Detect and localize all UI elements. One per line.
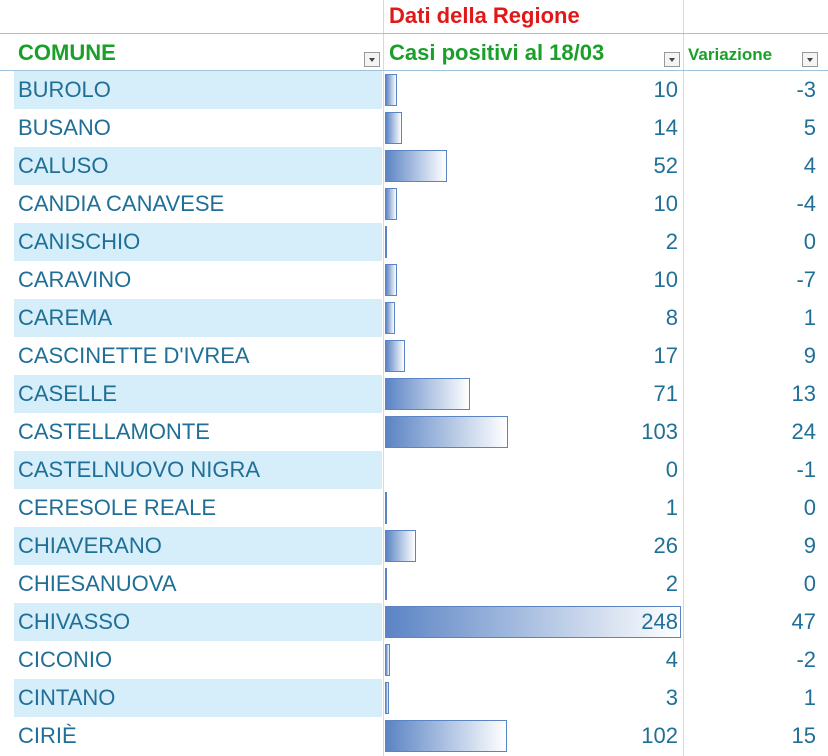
bar — [385, 264, 397, 296]
region-header: Dati della Regione — [389, 3, 580, 28]
cases-cell: 71 — [653, 381, 678, 406]
column-divider — [683, 0, 684, 756]
comune-cell: CASTELLAMONTE — [18, 419, 210, 444]
cases-cell: 8 — [665, 305, 678, 330]
cases-cell: 17 — [653, 343, 678, 368]
change-cell: -1 — [796, 457, 816, 482]
row-divider — [0, 33, 828, 34]
change-cell: -7 — [796, 267, 816, 292]
comune-cell: CHIAVERANO — [18, 533, 162, 558]
cases-cell: 1 — [665, 495, 678, 520]
comune-cell: CANDIA CANAVESE — [18, 191, 225, 216]
bar — [385, 416, 508, 448]
change-cell: 4 — [803, 153, 816, 178]
row-band — [14, 451, 382, 489]
change-cell: -3 — [796, 77, 816, 102]
column-header: Casi positivi al 18/03 — [389, 40, 605, 65]
row-band — [14, 375, 382, 413]
comune-cell: CASELLE — [18, 381, 118, 406]
change-cell: 5 — [803, 115, 816, 140]
cases-cell: 102 — [641, 723, 678, 748]
change-cell: 15 — [791, 723, 816, 748]
comune-cell: CICONIO — [18, 647, 113, 672]
cases-cell: 2 — [665, 229, 678, 254]
comune-cell: CIRIÈ — [18, 723, 77, 748]
change-cell: -4 — [796, 191, 816, 216]
change-cell: 0 — [803, 495, 816, 520]
bar — [385, 492, 387, 524]
comune-cell: CINTANO — [18, 685, 116, 710]
bar — [385, 644, 390, 676]
filter-button[interactable] — [802, 52, 818, 67]
comune-cell: CALUSO — [18, 153, 109, 178]
row-divider — [0, 70, 828, 71]
row-band — [14, 679, 382, 717]
bar — [385, 188, 397, 220]
change-cell: 9 — [803, 343, 816, 368]
cases-cell: 0 — [665, 457, 678, 482]
filter-button[interactable] — [364, 52, 380, 67]
comune-cell: CHIESANUOVA — [18, 571, 177, 596]
bar — [385, 74, 397, 106]
row-band — [14, 71, 382, 109]
change-cell: 0 — [803, 229, 816, 254]
row-band — [14, 223, 382, 261]
comune-cell: BUROLO — [18, 77, 111, 102]
cases-cell: 4 — [665, 647, 678, 672]
comune-cell: BUSANO — [18, 115, 111, 140]
row-band — [14, 527, 382, 565]
change-cell: 0 — [803, 571, 816, 596]
cases-cell: 52 — [653, 153, 678, 178]
bar — [385, 606, 681, 638]
bar — [385, 378, 470, 410]
bar — [385, 568, 388, 600]
bar — [385, 302, 395, 334]
cases-cell: 10 — [653, 77, 678, 102]
bar — [385, 150, 448, 182]
cases-cell: 10 — [653, 191, 678, 216]
row-band — [14, 299, 382, 337]
cases-cell: 10 — [653, 267, 678, 292]
comune-cell: CERESOLE REALE — [18, 495, 217, 520]
filter-button[interactable] — [664, 52, 680, 67]
change-cell: 47 — [791, 609, 816, 634]
bar — [385, 682, 389, 714]
bar — [385, 340, 406, 372]
bar — [385, 530, 417, 562]
change-cell: 24 — [791, 419, 816, 444]
change-cell: 9 — [803, 533, 816, 558]
comune-cell: CAREMA — [18, 305, 113, 330]
column-divider — [383, 0, 384, 756]
column-header: COMUNE — [18, 40, 116, 65]
row-band — [14, 147, 382, 185]
bar — [385, 112, 402, 144]
change-cell: -2 — [796, 647, 816, 672]
cases-cell: 14 — [653, 115, 678, 140]
cases-cell: 103 — [641, 419, 678, 444]
change-cell: 1 — [803, 685, 816, 710]
change-cell: 1 — [803, 305, 816, 330]
cases-cell: 2 — [665, 571, 678, 596]
comune-cell: CASTELNUOVO NIGRA — [18, 457, 261, 482]
cases-cell: 248 — [641, 609, 678, 634]
column-header: Variazione — [688, 45, 773, 64]
cases-cell: 26 — [653, 533, 678, 558]
change-cell: 13 — [791, 381, 816, 406]
cases-cell: 3 — [665, 685, 678, 710]
bar — [385, 720, 507, 752]
row-band — [14, 603, 382, 641]
comune-cell: CARAVINO — [18, 267, 132, 292]
comune-cell: CHIVASSO — [18, 609, 131, 634]
bar — [385, 226, 388, 258]
comune-cell: CANISCHIO — [18, 229, 141, 254]
comune-cell: CASCINETTE D'IVREA — [18, 343, 250, 368]
